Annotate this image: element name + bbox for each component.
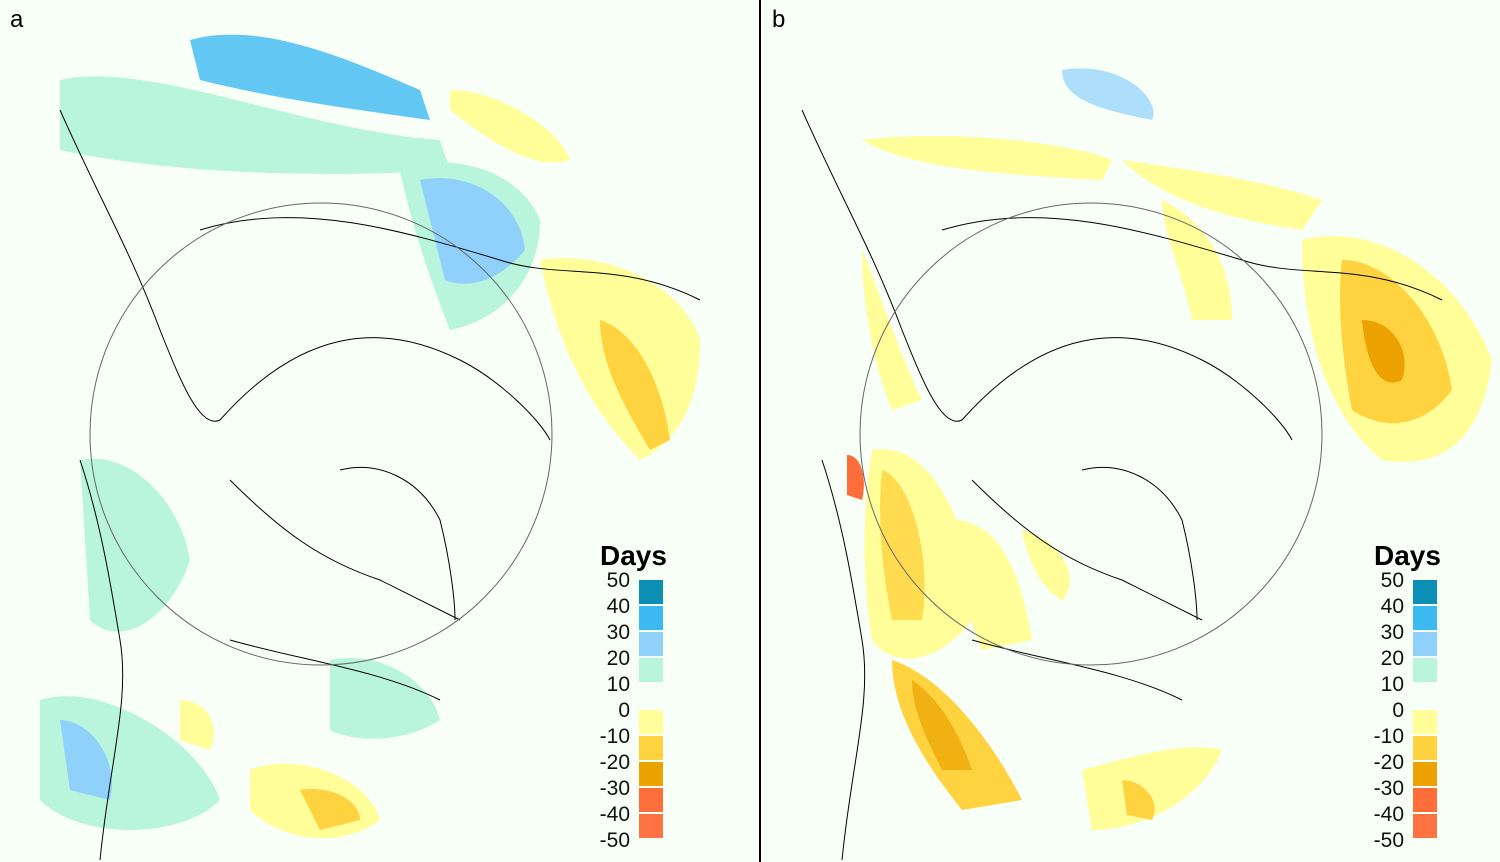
legend-swatch (639, 632, 663, 656)
legend-swatch (1413, 632, 1437, 656)
legend-swatch (639, 684, 663, 708)
legend-swatch (1413, 658, 1437, 682)
legend-tick: 40 (606, 595, 630, 618)
panel-divider (759, 0, 761, 862)
legend-tick: -50 (599, 829, 630, 852)
legend-swatch (1413, 736, 1437, 760)
legend-swatch (1413, 710, 1437, 734)
legend-tick: 50 (1380, 569, 1404, 592)
legend-swatch (1413, 580, 1437, 604)
anomaly-fields (847, 68, 1492, 830)
legend-swatch (639, 762, 663, 786)
legend-tick: -40 (599, 803, 630, 826)
legend-tick: 10 (1380, 673, 1404, 696)
legend-swatch (639, 606, 663, 630)
legend-title: Days (1374, 540, 1441, 571)
legend-tick: -50 (1373, 829, 1404, 852)
map-panel-a: a Days 50 40 30 20 10 0 -10 -20 -30 -40 -50 (10, 6, 701, 861)
legend-tick: 30 (1380, 621, 1404, 644)
legend-tick: -10 (1373, 725, 1404, 748)
legend-tick: 20 (1380, 647, 1404, 670)
map-panel-b: b Days 50 40 30 20 10 0 -10 -20 -30 -40 -50 (762, 0, 1500, 862)
legend-tick: -30 (1373, 777, 1404, 800)
legend-tick: -20 (599, 751, 630, 774)
legend-title: Days (600, 540, 667, 571)
legend-tick: -10 (599, 725, 630, 748)
legend-swatch (1413, 788, 1437, 812)
legend-swatch (639, 814, 663, 838)
legend-swatch (1413, 684, 1437, 708)
legend-tick: 20 (606, 647, 630, 670)
legend-tick: 40 (1380, 595, 1404, 618)
legend-swatch (639, 658, 663, 682)
legend-swatch (1413, 606, 1437, 630)
legend-swatch (1413, 762, 1437, 786)
panel-label-a: a (10, 6, 24, 33)
coastlines (59, 109, 701, 861)
legend-swatch (639, 788, 663, 812)
legend-tick: -40 (1373, 803, 1404, 826)
map-a (40, 34, 701, 861)
legend-swatch (639, 710, 663, 734)
arctic-circle (89, 202, 553, 666)
anomaly-fields (40, 34, 700, 839)
coastlines (801, 109, 1443, 861)
arctic-circle (859, 202, 1323, 666)
legend-swatch (639, 580, 663, 604)
legend-swatch (639, 736, 663, 760)
panel-label-b: b (772, 6, 786, 33)
legend-tick: 50 (606, 569, 630, 592)
legend-tick: -30 (599, 777, 630, 800)
legend-swatch (1413, 814, 1437, 838)
map-b (801, 68, 1492, 861)
legend-tick: 30 (606, 621, 630, 644)
legend-tick: 10 (606, 673, 630, 696)
legend-tick: 0 (618, 699, 630, 722)
legend-tick: 0 (1392, 699, 1404, 722)
legend-tick: -20 (1373, 751, 1404, 774)
